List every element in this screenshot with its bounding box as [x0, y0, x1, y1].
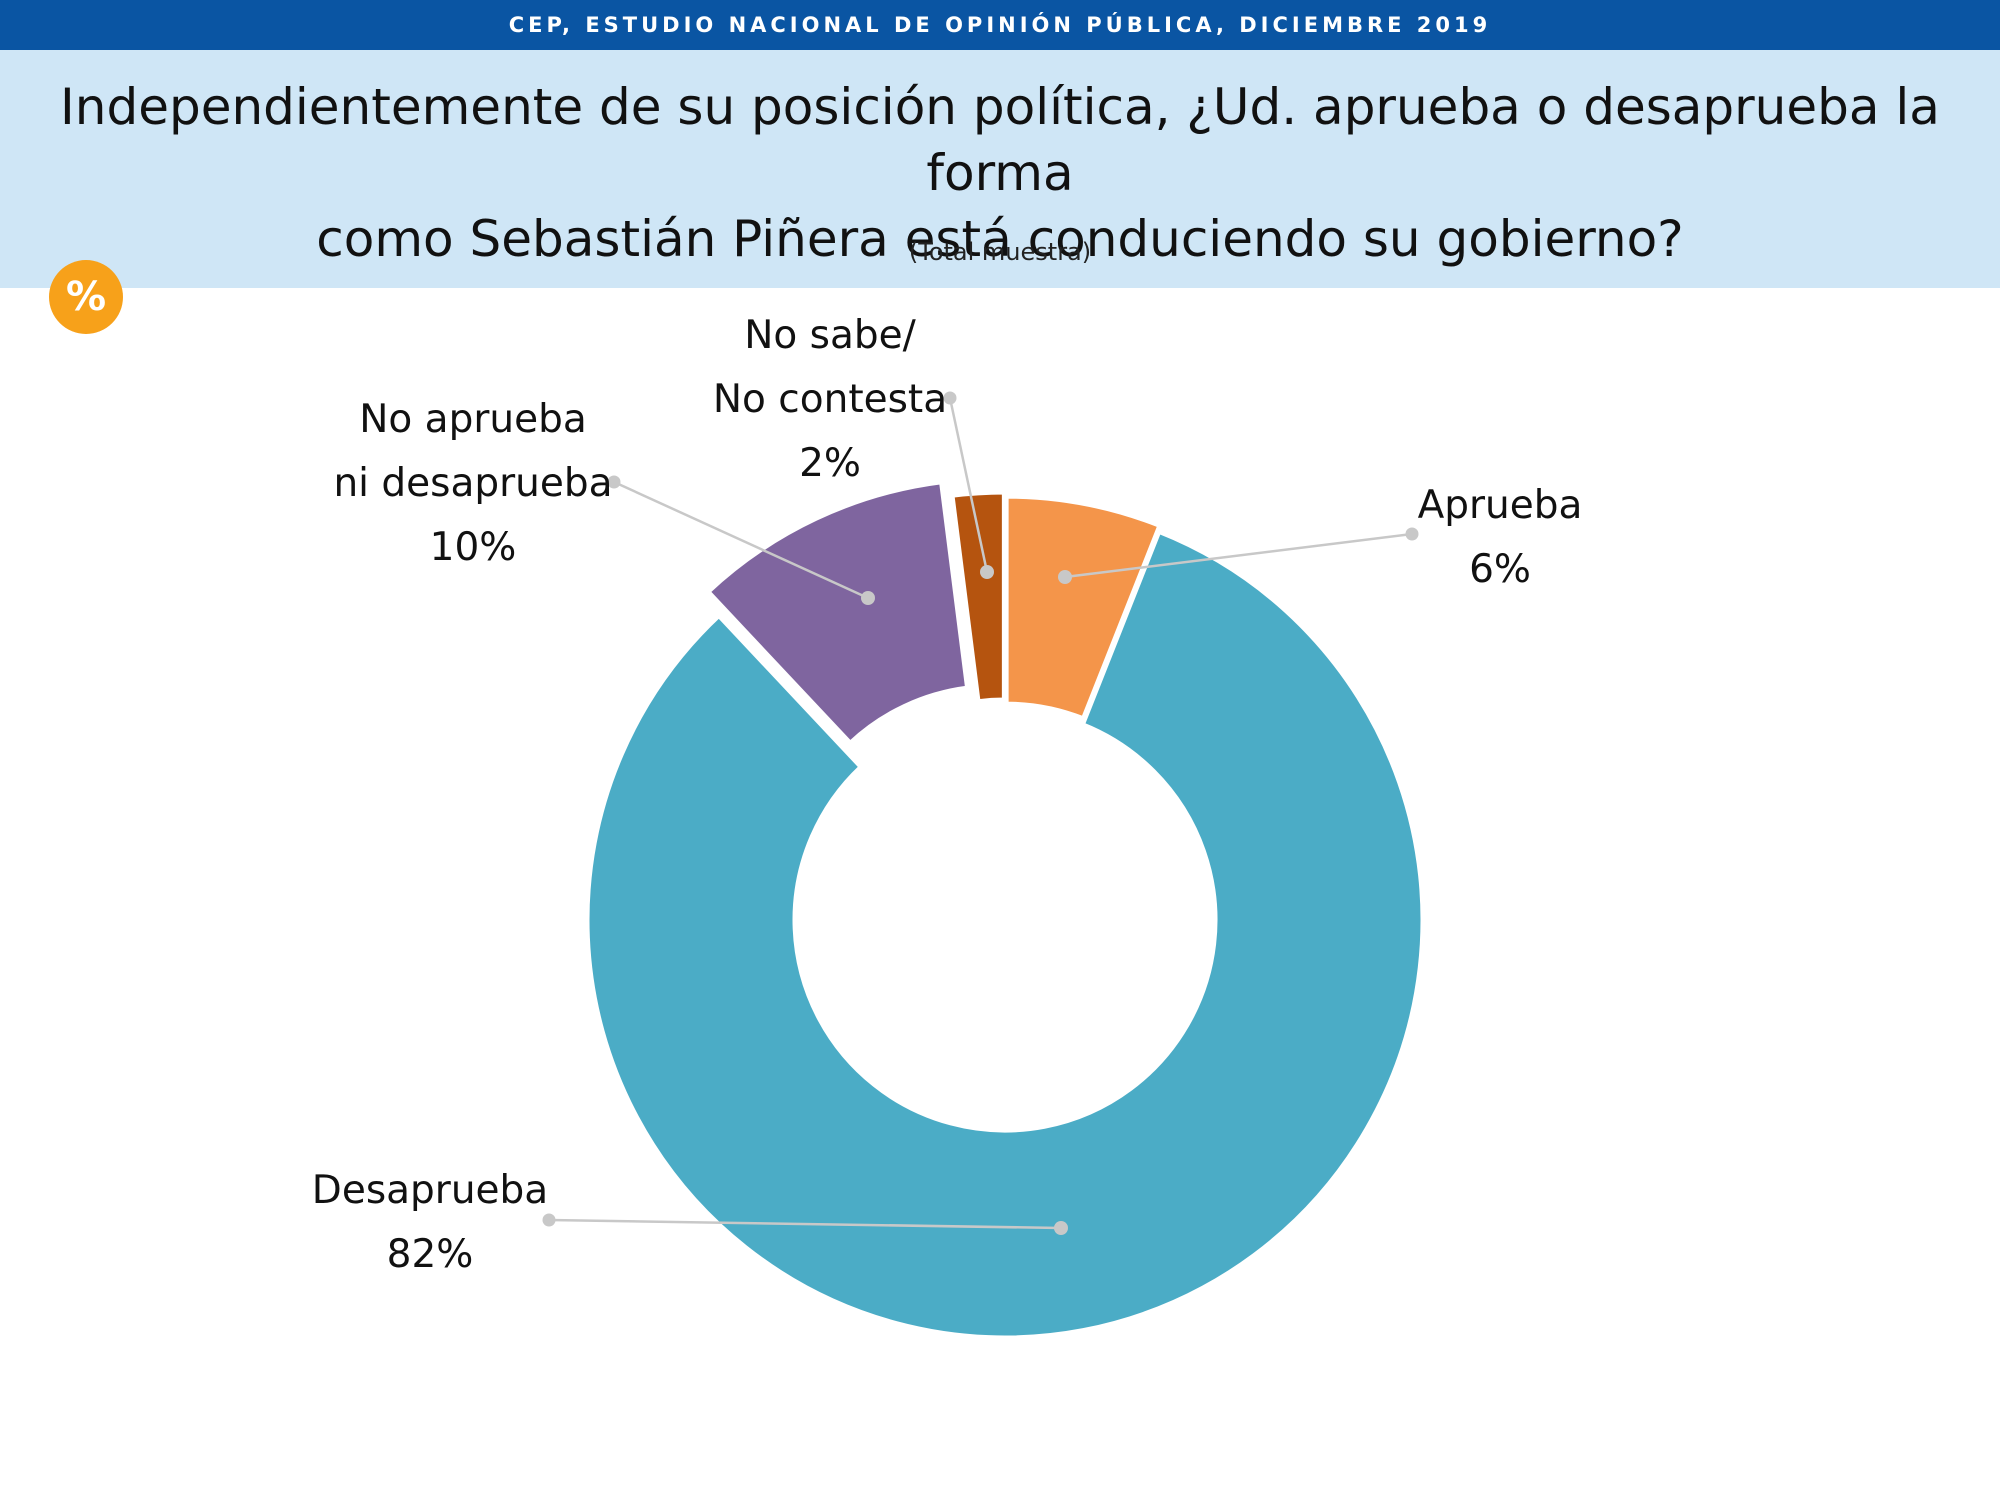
value-label-no-aprueba-ni-desaprueba: 10%	[430, 525, 517, 570]
question-line-1: Independientemente de su posición políti…	[60, 78, 1940, 202]
leader-dot-no-aprueba-ni-desaprueba	[861, 591, 875, 605]
value-label-aprueba: 6%	[1469, 547, 1531, 592]
category-label-no-aprueba-ni-desaprueba: ni desaprueba	[333, 461, 612, 506]
leader-dot-desaprueba	[542, 1213, 556, 1227]
leader-line-no-sabe-no-contesta	[948, 397, 989, 573]
leader-dot-aprueba	[1058, 570, 1072, 584]
question-line-2: como Sebastián Piñera está conduciendo s…	[316, 210, 1684, 268]
leader-line-desaprueba	[548, 1218, 1062, 1230]
value-label-desaprueba: 82%	[387, 1232, 474, 1277]
category-label-no-sabe-no-contesta: No sabe/	[744, 313, 916, 358]
category-label-no-aprueba-ni-desaprueba: No aprueba	[359, 397, 587, 442]
leader-dot-aprueba	[1405, 527, 1419, 541]
value-label-no-sabe-no-contesta: 2%	[799, 441, 861, 486]
leader-line-no-aprueba-ni-desaprueba	[613, 480, 869, 600]
source-banner: CEP, ESTUDIO NACIONAL DE OPINIÓN PÚBLICA…	[0, 0, 2000, 50]
slice-labels: Aprueba 6% Desaprueba 82% No aprueba ni desap…	[312, 313, 1583, 1277]
category-label-desaprueba: Desaprueba	[312, 1168, 548, 1213]
sample-subtitle: (Total muestra)	[908, 238, 1092, 266]
leader-dot-desaprueba	[1054, 1221, 1068, 1235]
slice-aprueba	[1003, 493, 1164, 723]
category-label-no-sabe-no-contesta: No contesta	[713, 377, 947, 422]
leader-lines	[542, 391, 1419, 1235]
slice-desaprueba	[584, 528, 1426, 1341]
category-label-aprueba: Aprueba	[1418, 483, 1583, 528]
leader-line-aprueba	[1064, 532, 1413, 579]
leader-dot-no-aprueba-ni-desaprueba	[607, 475, 621, 489]
leader-dot-no-sabe-no-contesta	[943, 391, 957, 405]
question-header: Independientemente de su posición políti…	[0, 50, 2000, 288]
question-title: Independientemente de su posición políti…	[40, 74, 1960, 272]
percent-icon: %	[49, 260, 123, 334]
donut-slices	[584, 478, 1426, 1341]
leader-dot-no-sabe-no-contesta	[980, 565, 994, 579]
slice-no-aprueba-ni-desaprueba	[704, 478, 971, 747]
source-text: CEP, ESTUDIO NACIONAL DE OPINIÓN PÚBLICA…	[508, 13, 1492, 37]
